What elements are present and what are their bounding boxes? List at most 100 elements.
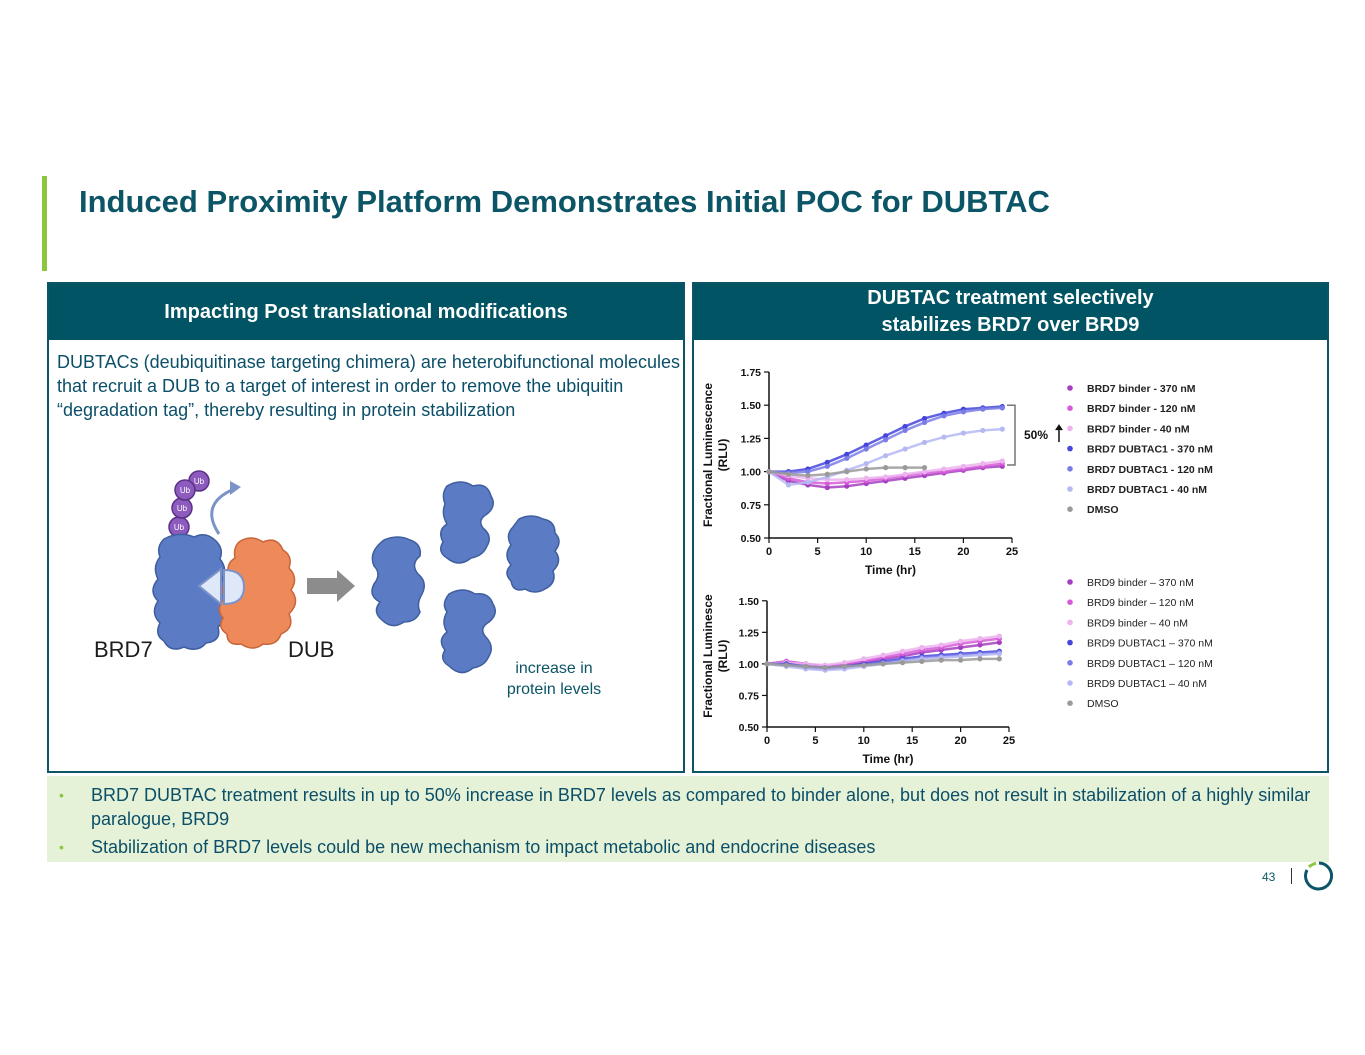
legend-marker [1067, 486, 1073, 492]
x-tick-label: 25 [1006, 546, 1018, 558]
stabilized-protein-4 [440, 589, 496, 674]
bullet-dot-icon: • [59, 839, 64, 855]
legend-entry: BRD7 binder - 40 nM [1087, 423, 1190, 435]
legend-marker [1067, 639, 1073, 646]
data-point [999, 426, 1005, 432]
data-point [844, 455, 850, 461]
data-point [863, 442, 869, 448]
data-point [977, 636, 983, 642]
svg-text:Ub: Ub [194, 477, 205, 486]
data-point [996, 651, 1002, 657]
x-tick-label: 15 [906, 735, 918, 747]
y-tick-label: 0.50 [739, 722, 760, 734]
data-point [980, 461, 986, 467]
data-point [960, 409, 966, 415]
data-point [785, 482, 792, 488]
legend-marker [1067, 466, 1073, 472]
svg-text:Ub: Ub [180, 486, 191, 495]
legend-entry: BRD7 DUBTAC1 - 40 nM [1087, 484, 1207, 496]
data-point [938, 657, 944, 663]
y-tick-label: 1.50 [739, 596, 760, 608]
y-tick-label: 1.00 [741, 467, 762, 479]
y-tick-label: 0.50 [741, 533, 762, 545]
bullet-item: • Stabilization of BRD7 levels could be … [59, 835, 1319, 859]
data-point [863, 446, 869, 452]
data-point [980, 406, 986, 412]
legend-entry: BRD9 DUBTAC1 – 370 nM [1087, 638, 1213, 650]
data-point [996, 656, 1002, 662]
legend-entry: BRD9 binder – 40 nM [1087, 617, 1188, 629]
data-point [921, 419, 928, 426]
data-point [764, 661, 770, 667]
data-point [880, 652, 886, 658]
data-point [824, 484, 830, 491]
right-panel: DUBTAC treatment selectively stabilizes … [692, 282, 1329, 773]
y-tick-label: 1.25 [739, 627, 760, 639]
data-point [841, 660, 848, 666]
x-axis-label: Time (hr) [862, 752, 913, 766]
data-point [844, 476, 850, 483]
data-point [883, 453, 889, 459]
y-tick-label: 1.50 [741, 400, 762, 412]
x-tick-label: 25 [1003, 735, 1015, 747]
data-point [844, 483, 850, 489]
legend-entry: BRD9 DUBTAC1 – 120 nM [1087, 658, 1213, 670]
svg-text:Ub: Ub [177, 504, 188, 513]
right-panel-header-line2: stabilizes BRD7 over BRD9 [881, 314, 1140, 336]
x-tick-label: 15 [909, 546, 921, 558]
data-point [941, 434, 947, 440]
legend-marker [1067, 445, 1073, 452]
legend-entry: DMSO [1087, 504, 1119, 516]
legend-marker [1067, 405, 1073, 411]
data-point [883, 465, 889, 471]
data-point [958, 638, 964, 644]
data-point [824, 471, 830, 477]
data-point [783, 662, 789, 668]
x-tick-label: 20 [957, 546, 969, 558]
title-accent-bar [42, 176, 47, 271]
y-tick-label: 1.00 [739, 659, 760, 671]
x-axis-label: Time (hr) [865, 563, 916, 577]
data-point [902, 465, 908, 471]
data-point [902, 471, 908, 477]
removal-arrow-icon [210, 487, 235, 535]
data-point [960, 463, 966, 469]
bullet-item: • BRD7 DUBTAC treatment results in up to… [59, 783, 1319, 831]
legend-marker [1067, 700, 1073, 706]
legend-entry: BRD7 DUBTAC1 - 120 nM [1087, 464, 1213, 476]
data-point [766, 469, 772, 475]
ubiquitin-chain: Ub Ub Ub Ub [168, 470, 210, 538]
data-point [824, 459, 830, 465]
x-tick-label: 10 [858, 735, 870, 747]
data-point [899, 648, 906, 654]
legend-entry: BRD9 DUBTAC1 – 40 nM [1087, 678, 1207, 690]
data-point [996, 639, 1002, 646]
legend-entry: DMSO [1087, 698, 1119, 710]
increase-arrowhead-icon [1055, 424, 1063, 431]
legend-entry: BRD7 binder - 120 nM [1087, 403, 1196, 415]
y-axis-label: Fractional Luminescence [701, 383, 715, 527]
legend-marker [1067, 385, 1073, 391]
y-axis-label-unit: (RLU) [716, 640, 730, 673]
data-point [999, 458, 1005, 464]
y-tick-label: 1.25 [741, 433, 762, 445]
data-point [980, 427, 986, 434]
data-point [941, 413, 947, 419]
legend-marker [1067, 680, 1073, 686]
data-point [958, 644, 964, 651]
data-point [863, 466, 869, 472]
x-tick-label: 20 [954, 735, 966, 747]
bullet-dot-icon: • [59, 787, 64, 803]
dubtac-mechanism-illustration: Ub Ub Ub Ub [152, 470, 560, 674]
stabilized-protein-3 [506, 515, 560, 593]
slide-title: Induced Proximity Platform Demonstrates … [79, 184, 1050, 219]
data-point [899, 660, 906, 666]
data-point [921, 465, 928, 471]
annotation-bracket [1007, 404, 1016, 466]
brd7-protein-shape [152, 533, 228, 650]
data-point [977, 642, 983, 648]
legend-marker [1067, 506, 1073, 512]
data-point [863, 461, 869, 467]
page-separator [1291, 868, 1292, 884]
y-axis-label-unit: (RLU) [716, 439, 730, 472]
